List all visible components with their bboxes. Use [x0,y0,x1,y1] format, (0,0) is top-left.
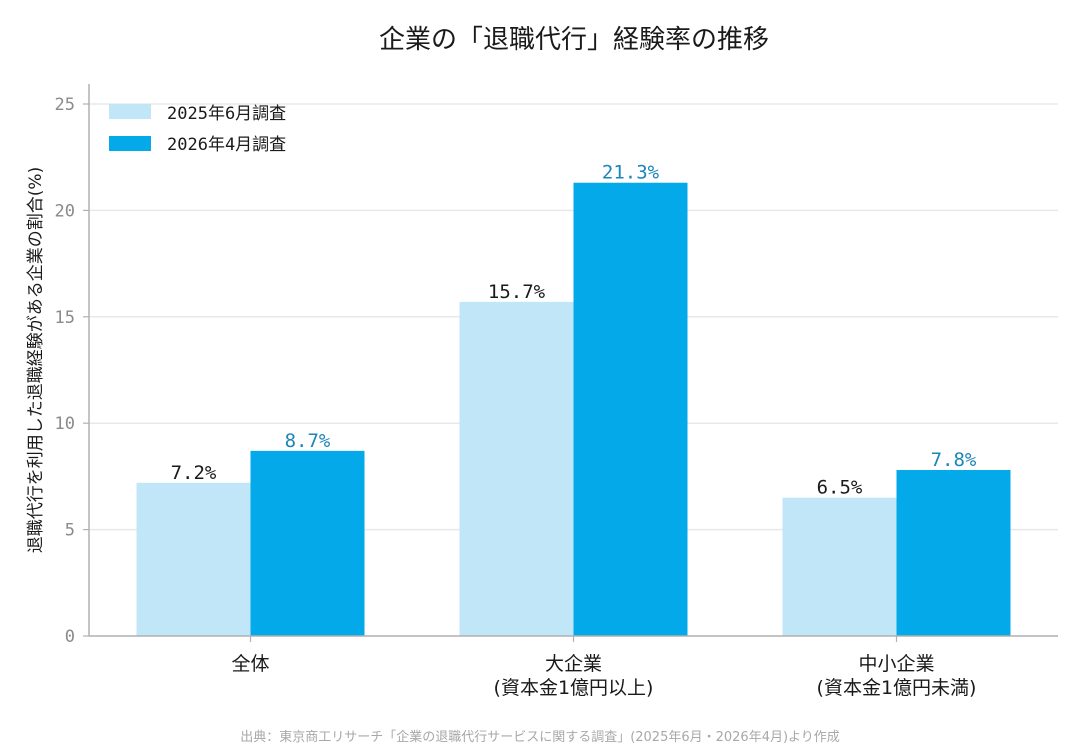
data-labels: 7.2% 8.7% 15.7% 21.3% 6.5% 7.8% [171,162,977,499]
legend-label-2026: 2026年4月調査 [167,135,286,155]
data-label: 6.5% [817,477,863,499]
x-tick-label: (資本金1億円未満) [817,677,977,699]
y-tick-label: 0 [65,627,75,647]
legend-label-2025: 2025年6月調査 [167,104,286,124]
y-tick-label: 25 [55,95,75,115]
bar-2025-1 [136,482,251,636]
source-note: 出典：東京商工リサーチ「企業の退職代行サービスに関する調査」(2025年6月・2… [240,729,840,745]
x-tick-label: 中小企業 [858,653,934,675]
x-tick-label: 全体 [231,653,269,675]
x-axis-ticks: 全体 大企業(資本金1億円以上) 中小企業(資本金1億円未満) [231,636,976,699]
legend-swatch-2026 [109,136,151,151]
bar-2026-1 [250,450,365,636]
data-label: 7.8% [931,449,977,471]
bar-2025-3 [782,497,897,636]
x-tick-label: 大企業 [545,653,602,675]
bar-2025-2 [459,301,574,636]
bar-2026-3 [896,470,1011,636]
y-tick-label: 5 [65,521,75,541]
legend: 2025年6月調査 2026年4月調査 [109,104,286,155]
bar-2026-2 [573,182,688,636]
y-tick-label: 10 [55,414,75,434]
data-label: 15.7% [488,281,546,303]
data-label: 21.3% [602,162,660,184]
x-tick-label: (資本金1億円以上) [494,677,654,699]
bars [136,182,1011,636]
y-tick-label: 15 [55,308,75,328]
chart-title: 企業の「退職代行」経験率の推移 [379,25,769,55]
y-tick-label: 20 [55,201,75,221]
y-axis-ticks: 0 5 10 15 20 25 [55,95,89,647]
y-axis-label: 退職代行を利用した退職経験がある企業の割合(%) [26,167,46,553]
legend-swatch-2025 [109,104,151,119]
data-label: 7.2% [171,462,217,484]
data-label: 8.7% [285,430,331,452]
